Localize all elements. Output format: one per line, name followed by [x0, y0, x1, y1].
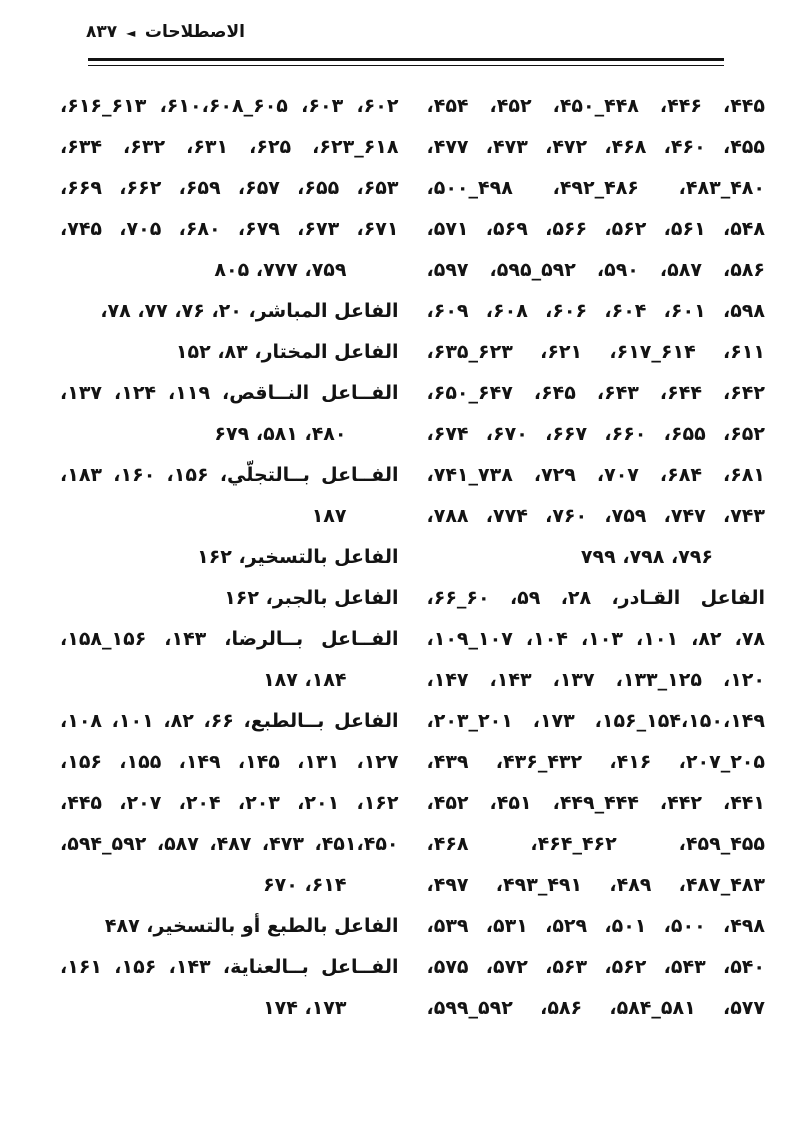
index-right-column: ۴۴۵، ۴۴۶، ۴۴۸_۴۵۰، ۴۵۲، ۴۵۴، ۴۵۵، ۴۶۰، ۴۶… — [427, 86, 766, 1029]
index-line: الفــاعل بــالرضا، ۱۴۳، ۱۵۶_۱۵۸، ۱۶۰، — [60, 628, 399, 650]
index-line: ۶۱۴، ۶۷۰ — [263, 874, 347, 896]
index-line: ۶۸۱، ۶۸۴، ۷۰۷، ۷۲۹، ۷۳۸_۷۴۱، — [426, 464, 766, 486]
index-line: ۷۸، ۸۲، ۱۰۱، ۱۰۳، ۱۰۴، ۱۰۷_۱۰۹، — [426, 628, 766, 650]
index-line: ۵۷۷، ۵۸۱_۵۸۴، ۵۸۶، ۵۹۲_۵۹۹، — [426, 997, 766, 1019]
index-line: ۲۰۵_۲۰۷، ۴۱۶، ۴۳۲_۴۳۶، ۴۳۹، — [426, 751, 766, 773]
page-title: الاصطلاحات — [144, 22, 245, 42]
index-left-column: ۶۰۲، ۶۰۳، ۶۰۵_۶۰۸،‏۶۱۰، ۶۱۳_۶۱۶، ۶۱۸_۶۲۳،… — [60, 86, 399, 1029]
page-number: ۸۳۷ — [86, 22, 118, 42]
index-line: ۱۸۴، ۱۸۷ — [263, 669, 347, 691]
index-line: ۷۹۶، ۷۹۸، ۷۹۹ — [580, 546, 713, 568]
index-line: ۷۵۹، ۷۷۷، ۸۰۵ — [214, 259, 347, 281]
index-line: الفاعل بالتسخير، ۱۶۲ — [197, 546, 399, 568]
index-line: ۴۵۰،‏۴۵۱، ۴۷۳، ۴۸۷، ۵۸۷، ۵۹۲_۵۹۴، — [60, 833, 399, 855]
index-line: الفاعل المختار، ۸۳، ۱۵۲ — [175, 341, 399, 363]
index-line: ۱۶۲، ۲۰۱، ۲۰۳، ۲۰۴، ۲۰۷، ۴۴۵، — [60, 792, 399, 814]
index-line: الفــاعل بــالتجلّي، ۱۵۶، ۱۶۰، ۱۸۳، ۱۸۴، — [60, 464, 399, 486]
index-line: ۴۵۵، ۴۶۰، ۴۶۸، ۴۷۲، ۴۷۳، ۴۷۷، — [426, 136, 766, 158]
index-line: ۴۴۱، ۴۴۲، ۴۴۴_۴۴۹، ۴۵۱، ۴۵۲، — [426, 792, 766, 814]
index-line: ۶۱۸_۶۲۳، ۶۲۵، ۶۳۱، ۶۳۲، ۶۳۴، — [60, 136, 399, 158]
left-triangle-icon: ◄ — [126, 26, 136, 40]
index-line: الفــاعل بــالعناية، ۱۴۳، ۱۵۶، ۱۶۱، ۱۶۳، — [60, 956, 399, 978]
index-line: الفاعل القـادر، ۲۸، ۵۹، ۶۰_۶۶، ۶۸_۷۱، — [426, 587, 766, 609]
index-line: الفاعل بالجبر، ۱۶۲ — [224, 587, 399, 609]
index-line: ۷۴۳، ۷۴۷، ۷۵۹، ۷۶۰، ۷۷۴، ۷۸۸، — [426, 505, 766, 527]
index-line: ۶۷۱، ۶۷۳، ۶۷۹، ۶۸۰، ۷۰۵، ۷۴۵، — [60, 218, 399, 240]
index-line: ۴۸۰_۴۸۳، ۴۸۶_۴۹۲، ۴۹۸_۵۰۰، — [426, 177, 766, 199]
index-line: ۶۱۱، ۶۱۴_۶۱۷، ۶۲۱، ۶۲۳_۶۳۵، — [426, 341, 766, 363]
index-line: ۵۸۶، ۵۸۷، ۵۹۰، ۵۹۲_۵۹۵، ۵۹۷، — [426, 259, 766, 281]
index-line: ۴۹۸، ۵۰۰، ۵۰۱، ۵۲۹، ۵۳۱، ۵۳۹، — [426, 915, 766, 937]
index-line: ۴۸۰، ۵۸۱، ۶۷۹ — [214, 423, 347, 445]
index-line: ۱۷۳، ۱۷۴ — [263, 997, 347, 1019]
index-line: ۶۴۲، ۶۴۴، ۶۴۳، ۶۴۵، ۶۴۷_۶۵۰، — [426, 382, 766, 404]
index-line: ۵۴۰، ۵۴۳، ۵۶۲، ۵۶۳، ۵۷۲، ۵۷۵، — [426, 956, 766, 978]
index-columns: ۴۴۵، ۴۴۶، ۴۴۸_۴۵۰، ۴۵۲، ۴۵۴، ۴۵۵، ۴۶۰، ۴۶… — [60, 86, 765, 1029]
index-line: ۴۸۳_۴۸۷، ۴۸۹، ۴۹۱_۴۹۳، ۴۹۷، — [426, 874, 766, 896]
index-line: ۶۵۲، ۶۵۵، ۶۶۰، ۶۶۷، ۶۷۰، ۶۷۴، — [426, 423, 766, 445]
index-line: الفاعل بــالطبع، ۶۶، ۸۲، ۱۰۱، ۱۰۸، ۱۲۵، — [60, 710, 399, 732]
header-divider-rule — [88, 58, 724, 66]
index-line: ۱۲۷، ۱۳۱، ۱۴۵، ۱۴۹، ۱۵۵، ۱۵۶، — [60, 751, 399, 773]
index-line: ۱۲۰، ۱۲۵_۱۳۳، ۱۳۷، ۱۴۳، ۱۴۷، — [426, 669, 766, 691]
index-line: ۱۴۹،‏۱۵۰،‏۱۵۴_۱۵۶، ۱۷۳، ۲۰۱_۲۰۳، — [426, 710, 765, 732]
index-line: الفــاعل النــاقص، ۱۱۹، ۱۲۴، ۱۳۷، ۱۵۶، — [60, 382, 399, 404]
index-line: ۴۴۵، ۴۴۶، ۴۴۸_۴۵۰، ۴۵۲، ۴۵۴، — [426, 95, 766, 117]
index-line: ۶۵۳، ۶۵۵، ۶۵۷، ۶۵۹، ۶۶۲، ۶۶۹، — [60, 177, 399, 199]
index-line: الفاعل المباشر، ۲۰، ۷۶، ۷۷، ۷۸، ۷۵۹ — [100, 300, 399, 322]
index-line: ۵۴۸، ۵۶۱، ۵۶۲، ۵۶۶، ۵۶۹، ۵۷۱، — [426, 218, 766, 240]
index-line: ۴۵۵_۴۵۹، ۴۶۲_۴۶۴، ۴۶۸، — [426, 833, 765, 855]
index-line: ۶۰۲، ۶۰۳، ۶۰۵_۶۰۸،‏۶۱۰، ۶۱۳_۶۱۶، — [60, 95, 399, 117]
index-line: الفاعل بالطبع أو بالتسخير، ۴۸۷ — [104, 915, 399, 937]
index-line: ۵۹۸، ۶۰۱، ۶۰۴، ۶۰۶، ۶۰۸، ۶۰۹، — [426, 300, 766, 322]
page-header: الاصطلاحات ◄ ۸۳۷ — [86, 22, 245, 42]
index-line: ۱۸۷ — [311, 505, 347, 527]
